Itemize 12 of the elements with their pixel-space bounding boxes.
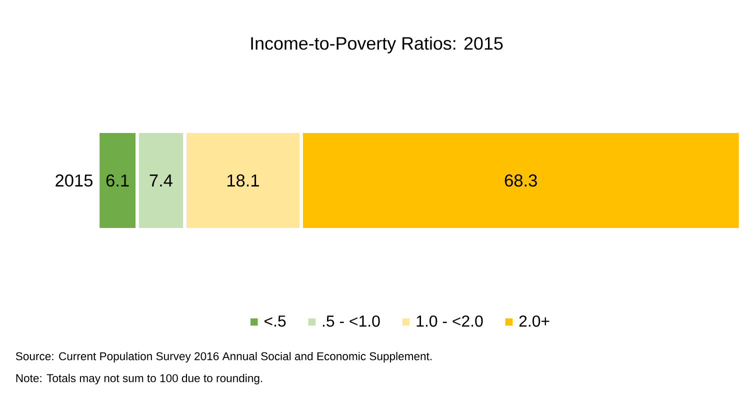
y-tick-label: 2015 bbox=[56, 174, 92, 187]
legend-label: 1.0 - <2.0 bbox=[416, 315, 483, 327]
chart-title: Income-to-Poverty Ratios: 2015 bbox=[251, 36, 503, 54]
text: Note: Totals may not sum to 100 due to rounding. bbox=[16, 374, 262, 384]
legend-label: .5 - <1.0 bbox=[322, 315, 380, 327]
source-note: Source: Current Population Survey 2016 Annual Social and Economic Supplement. bbox=[16, 352, 432, 362]
legend-label: <.5 bbox=[264, 315, 286, 327]
legend-label: 2.0+ bbox=[519, 315, 550, 327]
data-label: 6.1 bbox=[106, 174, 129, 187]
data-label: 18.1 bbox=[227, 174, 259, 187]
data-label: 7.4 bbox=[150, 174, 172, 186]
data-label: 68.3 bbox=[504, 174, 537, 187]
